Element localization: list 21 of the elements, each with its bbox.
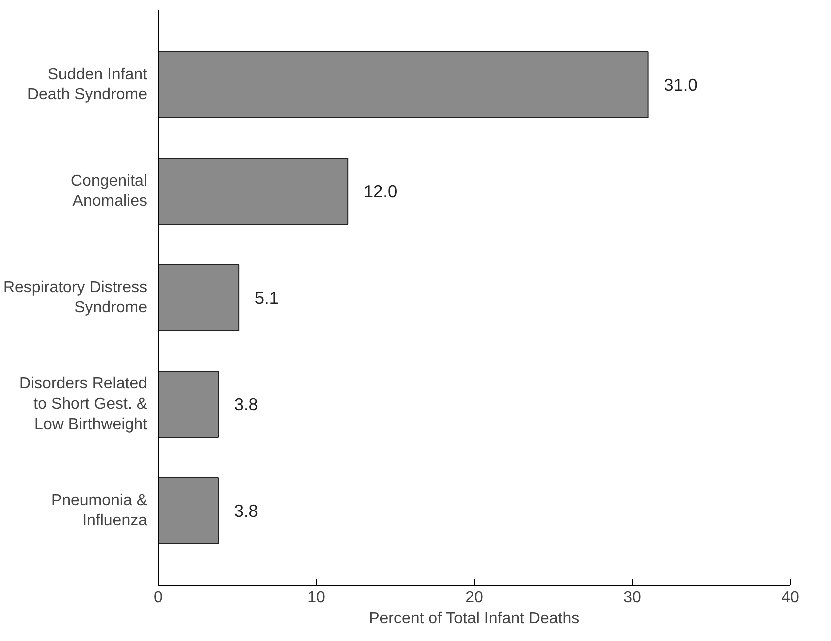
- y-tick-label: Sudden Infant Death Syndrome: [27, 66, 148, 104]
- bar: [158, 158, 349, 226]
- y-tick-label: Congenital Anomalies: [71, 172, 148, 210]
- bar: [158, 264, 240, 332]
- x-tick-label: 0: [154, 590, 164, 606]
- data-label: 5.1: [254, 288, 279, 308]
- x-tick-label: 30: [624, 590, 642, 606]
- data-label: 12.0: [364, 182, 398, 202]
- bar: [158, 370, 220, 438]
- x-axis-title: Percent of Total Infant Deaths: [369, 610, 580, 628]
- bar: [158, 477, 220, 544]
- y-tick-label: Respiratory Distress Syndrome: [3, 279, 148, 317]
- y-tick-label: Pneumonia & Influenza: [51, 492, 148, 530]
- data-label: 31.0: [664, 75, 698, 96]
- x-tick-label: 10: [308, 590, 326, 606]
- data-label: 3.8: [234, 500, 258, 521]
- data-label: 3.8: [234, 394, 258, 414]
- x-tick-label: 20: [466, 590, 484, 606]
- bar: [158, 52, 649, 119]
- y-tick-label: Disorders Related to Short Gest. & Low Birthweight: [19, 376, 148, 434]
- x-tick-label: 40: [782, 590, 800, 606]
